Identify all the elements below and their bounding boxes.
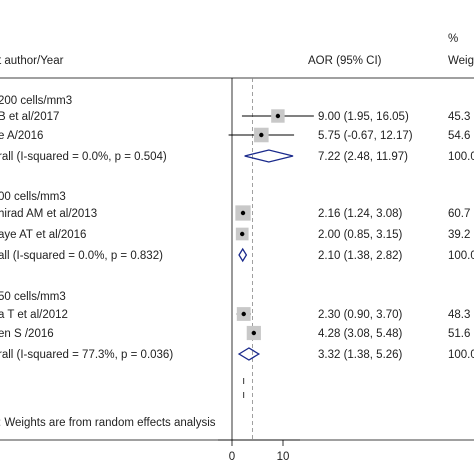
overall-ci-label: 2.10 (1.38, 2.82)	[318, 250, 403, 262]
study-point-estimate	[259, 132, 264, 138]
study-weight-label: 48.3	[448, 309, 470, 321]
x-tick-label: 0	[229, 451, 235, 463]
study-name: B et al/2017	[0, 111, 59, 123]
study-weight-label: 54.6	[448, 130, 470, 142]
study-weight-label: 51.6	[448, 328, 470, 340]
overall-weight-label: 100.0	[448, 349, 474, 361]
subgroup-overall-label: rall (I-squared = 0.0%, p = 0.504)	[0, 151, 167, 163]
weight-column-header: Weig	[448, 55, 474, 67]
subgroup-overall-label: rall (I-squared = 77.3%, p = 0.036)	[0, 349, 173, 361]
x-tick-label: 10	[277, 451, 290, 463]
weight-header-percent: %	[448, 33, 458, 45]
subgroup-label: 200 cells/mm3	[0, 95, 72, 107]
study-ci-label: 2.16 (1.24, 3.08)	[318, 208, 403, 220]
study-ci-label: 9.00 (1.95, 16.05)	[318, 111, 409, 123]
study-ci-label: 2.30 (0.90, 3.70)	[318, 309, 403, 321]
effect-column-header: AOR (95% CI)	[308, 55, 382, 67]
study-ci-label: 2.00 (0.85, 3.15)	[318, 229, 403, 241]
overall-diamond	[237, 347, 261, 361]
study-point-estimate	[251, 330, 257, 336]
overall-weight-label: 100.0	[448, 250, 474, 262]
footnote: : Weights are from random effects analys…	[0, 417, 216, 429]
study-point-estimate	[275, 113, 281, 119]
study-point-estimate	[241, 311, 246, 317]
study-weight-label: 39.2	[448, 229, 470, 241]
overall-weight-label: 100.0	[448, 151, 474, 163]
subgroup-label: 50 cells/mm3	[0, 291, 66, 303]
study-ci-label: 5.75 (-0.67, 12.17)	[318, 130, 413, 142]
overall-ci-label: 3.32 (1.38, 5.26)	[318, 349, 403, 361]
overall-diamond	[238, 247, 248, 263]
study-name: aye AT et al/2016	[0, 229, 86, 241]
subgroup-label: 00 cells/mm3	[0, 191, 66, 203]
study-column-header: t author/Year	[0, 55, 64, 67]
study-point-estimate	[240, 231, 245, 237]
subgroup-overall-label: all (I-squared = 0.0%, p = 0.832)	[0, 250, 163, 262]
study-weight-label: 45.3	[448, 111, 470, 123]
study-name: e A/2016	[0, 130, 43, 142]
study-name: hirad AM et al/2013	[0, 208, 97, 220]
study-point-estimate	[240, 210, 246, 216]
study-name: a T et al/2012	[0, 309, 68, 321]
overall-diamond	[244, 149, 294, 163]
study-name: en S /2016	[0, 328, 54, 340]
study-ci-label: 4.28 (3.08, 5.48)	[318, 328, 403, 340]
overall-ci-label: 7.22 (2.48, 11.97)	[318, 151, 408, 163]
study-weight-label: 60.7	[448, 208, 470, 220]
